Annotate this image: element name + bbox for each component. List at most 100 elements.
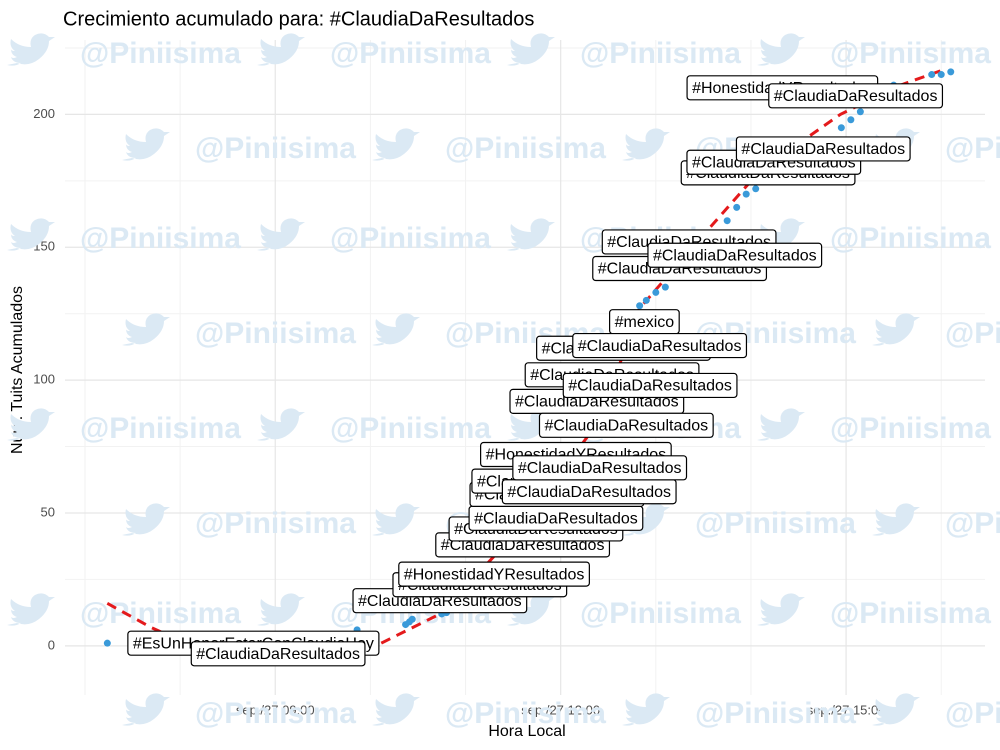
point-label: #ClaudiaDaResultados	[501, 479, 677, 505]
point	[661, 283, 669, 291]
watermark-text: @Piniisima	[830, 412, 991, 445]
label-text: #mexico	[615, 314, 675, 331]
labels: #EsUnHonorEstarConClaudiaHoy#ClaudiaDaRe…	[127, 75, 944, 667]
point	[752, 185, 760, 193]
watermark-bird	[122, 313, 170, 346]
y-tick-label: 200	[33, 106, 55, 121]
watermark-text: @Piniisima	[330, 222, 491, 255]
point	[636, 302, 644, 310]
point-label: #ClaudiaDaResultados	[768, 83, 944, 109]
watermark-bird	[372, 313, 420, 346]
watermark-text: @Piniisima	[195, 507, 356, 540]
point	[856, 108, 864, 116]
watermark-bird	[872, 313, 920, 346]
watermark-bird	[622, 693, 670, 726]
label-box	[512, 455, 688, 481]
watermark-text: @Piniisima	[695, 697, 856, 730]
y-axis-title: Num. Tuits Acumulados	[9, 286, 26, 454]
watermark-bird	[372, 693, 420, 726]
watermark-text: @Piniisima	[80, 222, 241, 255]
trend-line	[106, 67, 946, 664]
point-label: #mexico	[609, 309, 680, 335]
watermark-text: @Piniisima	[580, 37, 741, 70]
watermark-text: @Piniisima	[195, 317, 356, 350]
label-text: #ClaudiaDaResultados	[196, 646, 360, 663]
label-text: #HonestidadYResultados	[404, 566, 585, 583]
watermark-bird	[7, 218, 55, 251]
watermark-text: @Piniisima	[195, 132, 356, 165]
label-box	[572, 332, 748, 359]
watermark-bird	[257, 33, 305, 66]
point	[103, 639, 111, 647]
point-label: #ClaudiaDaResultados	[572, 332, 748, 359]
watermark-text: @Piniisima	[330, 37, 491, 70]
point-label: #HonestidadYResultados	[398, 561, 590, 587]
y-tick-label: 0	[48, 637, 55, 652]
watermark-text: @Piniisima	[80, 597, 241, 630]
watermark-bird	[257, 218, 305, 251]
watermark-bird	[622, 128, 670, 161]
watermark-bird	[7, 408, 55, 441]
label-text: #ClaudiaDaResultados	[518, 460, 682, 477]
point-label: #ClaudiaDaResultados	[647, 242, 823, 268]
watermark-text: @Piniisima	[945, 317, 1000, 350]
point-label: #ClaudiaDaResultados	[735, 136, 911, 162]
watermark-text: @Piniisima	[695, 507, 856, 540]
point-label: #ClaudiaDaResultados	[190, 641, 366, 667]
watermark-bird	[372, 128, 420, 161]
watermark-text: @Piniisima	[830, 37, 991, 70]
point-label: #ClaudiaDaResultados	[512, 455, 688, 481]
watermark-bird	[872, 693, 920, 726]
watermark-bird	[372, 503, 420, 536]
watermark-bird	[122, 503, 170, 536]
watermark-bird	[122, 693, 170, 726]
watermark-bird	[507, 33, 555, 66]
label-text: #ClaudiaDaResultados	[544, 418, 708, 435]
watermark-bird	[7, 33, 55, 66]
watermark-bird	[507, 593, 555, 626]
watermark-text: @Piniisima	[445, 132, 606, 165]
label-text: #ClaudiaDaResultados	[774, 88, 938, 105]
point	[723, 217, 731, 225]
watermark-bird	[757, 593, 805, 626]
watermark-text: @Piniisima	[580, 597, 741, 630]
watermark-bird	[757, 33, 805, 66]
label-text: #ClaudiaDaResultados	[474, 511, 638, 528]
label-text: #ClaudiaDaResultados	[568, 378, 732, 395]
label-text: #ClaudiaDaResultados	[578, 338, 742, 355]
label-text: #ClaudiaDaResultados	[653, 247, 817, 264]
point	[408, 615, 416, 623]
point	[928, 71, 936, 79]
x-tick-label: sep./27 12:00	[521, 702, 600, 717]
point	[652, 288, 660, 296]
label-box	[190, 641, 366, 667]
watermark-bird	[122, 128, 170, 161]
watermark-text: @Piniisima	[830, 222, 991, 255]
label-text: #ClaudiaDaResultados	[741, 141, 905, 158]
point	[847, 116, 855, 124]
point-label: #ClaudiaDaResultados	[562, 372, 738, 399]
x-tick-label: sep./27 09:00	[236, 702, 315, 717]
point	[742, 190, 750, 198]
watermark-text: @Piniisima	[195, 697, 356, 730]
y-tick-label: 100	[33, 372, 55, 387]
chart-title: Crecimiento acumulado para: #ClaudiaDaRe…	[63, 8, 534, 30]
label-box	[562, 372, 738, 399]
point	[937, 71, 945, 79]
watermark-bird	[757, 408, 805, 441]
label-text: #ClaudiaDaResultados	[507, 484, 671, 501]
label-box	[768, 83, 944, 109]
watermark-bird	[507, 218, 555, 251]
x-axis-title: Hora Local	[488, 723, 565, 740]
watermark-bird	[257, 593, 305, 626]
label-box	[647, 242, 823, 268]
label-box	[398, 561, 590, 587]
watermark-text: @Piniisima	[945, 132, 1000, 165]
point-label: #ClaudiaDaResultados	[468, 505, 644, 531]
point	[642, 296, 650, 304]
watermark-text: @Piniisima	[80, 37, 241, 70]
point	[947, 68, 955, 76]
label-box	[538, 412, 714, 438]
point	[733, 203, 741, 211]
